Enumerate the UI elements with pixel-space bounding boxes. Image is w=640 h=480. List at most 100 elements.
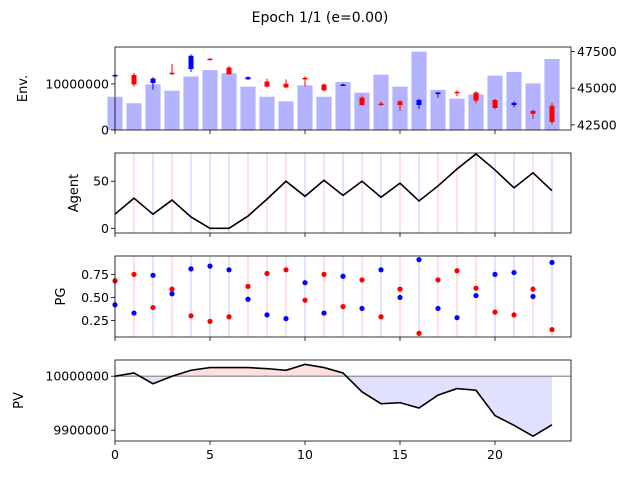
volume-bar	[449, 98, 465, 130]
candle-body	[340, 84, 346, 86]
candle-body	[511, 102, 517, 106]
pv-marks	[114, 363, 571, 438]
y2-tick-label: 47500	[577, 44, 617, 59]
blue-point	[530, 293, 536, 300]
volume-bar	[145, 84, 161, 130]
pv-line	[114, 363, 553, 438]
candle-body	[169, 72, 175, 75]
red-point	[378, 314, 384, 320]
y-tick-label: 0	[101, 123, 109, 138]
blue-point	[473, 292, 479, 299]
chart-title: Epoch 1/1 (e=0.00)	[252, 10, 389, 26]
pg-panel: 0.25 0.50 0.75 PG	[54, 255, 572, 341]
candle-body	[264, 81, 270, 87]
candle-body	[397, 101, 403, 106]
volume-bar	[468, 94, 484, 130]
axes-frame	[114, 359, 572, 442]
gain-area	[286, 364, 305, 377]
candle-body	[150, 78, 156, 83]
x-tick-label: 20	[487, 447, 503, 462]
candle-body	[492, 99, 498, 108]
pv-panel: 9900000 10000000 0 5 10 15 20 PV	[12, 359, 572, 462]
x-tick-label: 0	[111, 447, 119, 462]
volume-bar	[297, 85, 313, 130]
y-tick-label: 0	[101, 221, 109, 236]
red-point	[549, 327, 555, 333]
blue-point	[416, 257, 422, 263]
gain-area	[210, 367, 229, 377]
candle-body	[549, 105, 555, 122]
volume-bar	[544, 58, 560, 130]
gain-area	[248, 367, 267, 377]
agent-marks	[114, 152, 553, 233]
loss-area	[381, 376, 400, 404]
candle-body	[454, 91, 460, 94]
candle-body	[359, 97, 365, 106]
candle-body	[378, 103, 384, 106]
loss-area	[400, 376, 419, 409]
red-point	[264, 270, 270, 277]
candle-body	[321, 84, 327, 91]
loss-area	[457, 376, 476, 391]
red-point	[150, 304, 156, 311]
red-point	[454, 268, 460, 274]
blue-point	[283, 315, 289, 322]
volume-bar	[164, 90, 180, 130]
candle-body	[416, 99, 422, 106]
candle-body	[207, 58, 213, 61]
red-point	[302, 297, 308, 303]
blue-point	[264, 312, 270, 318]
volume-bar	[240, 86, 256, 130]
volume-bar	[278, 101, 294, 130]
volume-bar	[506, 71, 522, 130]
candle-body	[131, 74, 137, 85]
candle-body	[245, 77, 251, 80]
pg-marks	[112, 256, 555, 337]
x-tick-label: 15	[392, 447, 408, 462]
volume-bar	[316, 96, 332, 130]
volume-bar	[126, 103, 142, 130]
blue-point	[169, 291, 175, 297]
axes-frame	[114, 152, 572, 234]
loss-area	[533, 376, 552, 437]
candle-body	[435, 92, 441, 95]
red-point	[131, 271, 137, 278]
red-point	[359, 277, 365, 283]
red-point	[435, 277, 441, 283]
red-point	[169, 286, 175, 292]
agent-line	[114, 152, 553, 230]
pv-ylabel: PV	[12, 392, 27, 409]
blue-point	[492, 271, 498, 278]
candle-body	[530, 110, 536, 114]
loss-area	[438, 376, 457, 396]
agent-ylabel: Agent	[67, 174, 82, 212]
red-point	[321, 271, 327, 278]
red-point	[530, 286, 536, 292]
volume-bar	[411, 51, 427, 130]
red-point	[473, 285, 479, 291]
volume-bar	[183, 76, 199, 130]
red-point	[188, 313, 194, 319]
blue-point	[435, 305, 441, 312]
blue-point	[131, 310, 137, 316]
y-tick-label: 10000000	[45, 369, 109, 384]
blue-point	[207, 263, 213, 269]
axes-frame	[114, 255, 572, 338]
red-point	[416, 330, 422, 336]
volume-bar	[525, 83, 541, 130]
loss-area	[514, 376, 533, 437]
volume-bar	[202, 70, 218, 130]
env-ylabel: Env.	[16, 75, 31, 102]
blue-point	[226, 267, 232, 273]
y-tick-label: 50	[93, 174, 109, 189]
blue-point	[454, 315, 460, 321]
y-tick-label: 0.25	[81, 313, 109, 328]
candle-body	[188, 55, 194, 70]
y-tick-label: 10000000	[45, 76, 109, 91]
volume-bar	[335, 82, 351, 130]
y2-tick-label: 42500	[577, 117, 617, 132]
blue-point	[549, 259, 555, 266]
y-tick-label: 0.75	[81, 267, 109, 282]
red-point	[492, 309, 498, 315]
y2-tick-label: 45000	[577, 81, 617, 96]
